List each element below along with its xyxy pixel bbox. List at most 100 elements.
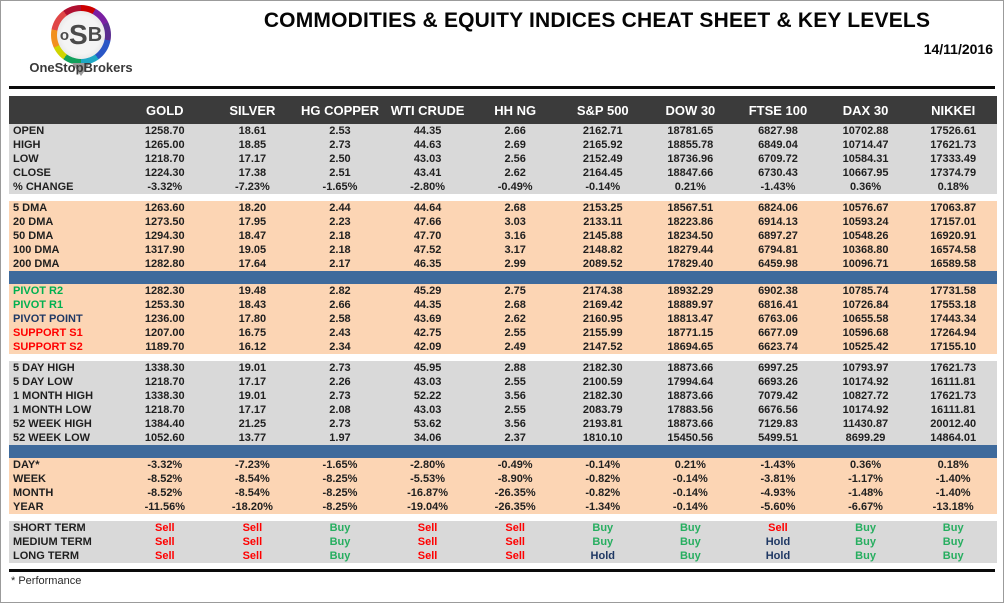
cell-hg-copper-52-week-high: 2.73	[296, 417, 384, 431]
row-label: MONTH	[9, 486, 121, 500]
row-week: WEEK -8.52% -8.54% -8.25% -5.53% -8.90% -0.82%…	[9, 472, 997, 486]
cell-dax-30-week: -1.17%	[821, 472, 910, 486]
cell-s-p-500-month: -0.82%	[558, 486, 647, 500]
cell-gold-pivot-point: 1236.00	[121, 312, 209, 326]
cell-s-p-500-20-dma: 2133.11	[558, 215, 647, 229]
cell-hh-ng-52-week-high: 3.56	[471, 417, 559, 431]
row-label: 200 DMA	[9, 257, 121, 271]
cell-wti-crude-short-term: Sell	[383, 521, 472, 535]
row-52-week-high: 52 WEEK HIGH 1384.40 21.25 2.73 53.62 3.56 219…	[9, 417, 997, 431]
cell-hh-ng-support-s2: 2.49	[471, 340, 559, 354]
cell-hh-ng-1-month-high: 3.56	[471, 389, 559, 403]
cell-hh-ng-1-month-low: 2.55	[471, 403, 559, 417]
cell-gold-low: 1218.70	[121, 152, 209, 166]
column-header-silver: SILVER	[208, 96, 297, 124]
cell-s-p-500-support-s2: 2147.52	[558, 340, 647, 354]
cell-s-p-500-1-month-high: 2182.30	[558, 389, 647, 403]
cell-gold-support-s1: 1207.00	[121, 326, 209, 340]
cell-hh-ng-20-dma: 3.03	[471, 215, 559, 229]
cell-nikkei-medium-term: Buy	[909, 535, 997, 549]
cell-dow-30-support-s2: 18694.65	[646, 340, 735, 354]
cell-hg-copper-year: -8.25%	[296, 500, 384, 514]
cell-wti-crude-52-week-high: 53.62	[383, 417, 472, 431]
performance-footnote: * Performance	[11, 575, 82, 587]
cell-s-p-500-high: 2165.92	[558, 138, 647, 152]
row-5-day-low: 5 DAY LOW 1218.70 17.17 2.26 43.03 2.55 2100.5…	[9, 375, 997, 389]
cell-hg-copper-close: 2.51	[296, 166, 384, 180]
cell-dow-30-pivot-r1: 18889.97	[646, 298, 735, 312]
logo-pin-tail-icon	[72, 63, 90, 76]
cell-wti-crude-50-dma: 47.70	[383, 229, 472, 243]
row-100-dma: 100 DMA 1317.90 19.05 2.18 47.52 3.17 2148.82 1…	[9, 243, 997, 257]
cell-ftse-100-pivot-r1: 6816.41	[734, 298, 822, 312]
cell-ftse-100-week: -3.81%	[734, 472, 822, 486]
cell-dow-30-200-dma: 17829.40	[646, 257, 735, 271]
cell-gold-1-month-high: 1338.30	[121, 389, 209, 403]
row-label: LOW	[9, 152, 121, 166]
cell-nikkei-52-week-low: 14864.01	[909, 431, 997, 445]
cell-dax-30-50-dma: 10548.26	[821, 229, 910, 243]
cell-wti-crude-low: 43.03	[383, 152, 472, 166]
cell-dow-30-year: -0.14%	[646, 500, 735, 514]
cell-dax-30-pivot-point: 10655.58	[821, 312, 910, 326]
cell-ftse-100-long-term: Hold	[734, 549, 822, 563]
cell-hh-ng-pivot-r1: 2.68	[471, 298, 559, 312]
cell-dow-30-open: 18781.65	[646, 124, 735, 138]
title-block: COMMODITIES & EQUITY INDICES CHEAT SHEET…	[199, 9, 995, 33]
cell-ftse-100-month: -4.93%	[734, 486, 822, 500]
cell-nikkei-year: -13.18%	[909, 500, 997, 514]
cell-dow-30-5-day-low: 17994.64	[646, 375, 735, 389]
cell-s-p-500-pivot-point: 2160.95	[558, 312, 647, 326]
cell-ftse-100-200-dma: 6459.98	[734, 257, 822, 271]
cell-s-p-500-open: 2162.71	[558, 124, 647, 138]
cell-gold-100-dma: 1317.90	[121, 243, 209, 257]
cell-silver-1-month-high: 19.01	[208, 389, 297, 403]
cell-ftse-100-5-day-low: 6693.26	[734, 375, 822, 389]
cell-dax-30-5-dma: 10576.67	[821, 201, 910, 215]
cell-dow-30-1-month-high: 18873.66	[646, 389, 735, 403]
cell-hh-ng-high: 2.69	[471, 138, 559, 152]
cell-nikkei-5-dma: 17063.87	[909, 201, 997, 215]
row-200-dma: 200 DMA 1282.80 17.64 2.17 46.35 2.99 2089.52 1…	[9, 257, 997, 271]
row-label: SUPPORT S2	[9, 340, 121, 354]
row-label: PIVOT R1	[9, 298, 121, 312]
cell-dow-30-pivot-point: 18813.47	[646, 312, 735, 326]
row-label: HIGH	[9, 138, 121, 152]
cell-nikkei-pivot-r1: 17553.18	[909, 298, 997, 312]
cell-wti-crude-100-dma: 47.52	[383, 243, 472, 257]
cell-nikkei-close: 17374.79	[909, 166, 997, 180]
cell-ftse-100-close: 6730.43	[734, 166, 822, 180]
cell-gold-change: -3.32%	[121, 180, 209, 194]
cell-ftse-100-1-month-high: 7079.42	[734, 389, 822, 403]
cell-nikkei-open: 17526.61	[909, 124, 997, 138]
column-header-s-p-500: S&P 500	[558, 96, 647, 124]
table-head: GOLD SILVER HG COPPER WTI CRUDE HH NG S&P 500…	[9, 96, 997, 124]
cell-ftse-100-52-week-high: 7129.83	[734, 417, 822, 431]
row-5-dma: 5 DMA 1263.60 18.20 2.44 44.64 2.68 2153.25 185…	[9, 201, 997, 215]
cell-hg-copper-100-dma: 2.18	[296, 243, 384, 257]
cell-hh-ng-change: -0.49%	[471, 180, 559, 194]
cell-wti-crude-pivot-r1: 44.35	[383, 298, 472, 312]
cell-silver-short-term: Sell	[208, 521, 297, 535]
row-label: 20 DMA	[9, 215, 121, 229]
cell-s-p-500-52-week-low: 1810.10	[558, 431, 647, 445]
cell-wti-crude-52-week-low: 34.06	[383, 431, 472, 445]
row-month: MONTH -8.52% -8.54% -8.25% -16.87% -26.35% -0.…	[9, 486, 997, 500]
cell-s-p-500-close: 2164.45	[558, 166, 647, 180]
cell-dax-30-change: 0.36%	[821, 180, 910, 194]
cell-wti-crude-1-month-high: 52.22	[383, 389, 472, 403]
cell-hg-copper-52-week-low: 1.97	[296, 431, 384, 445]
cell-dax-30-low: 10584.31	[821, 152, 910, 166]
cell-silver-50-dma: 18.47	[208, 229, 297, 243]
corner-cell	[9, 96, 121, 124]
cell-wti-crude-support-s2: 42.09	[383, 340, 472, 354]
row-label: PIVOT POINT	[9, 312, 121, 326]
cell-gold-year: -11.56%	[121, 500, 209, 514]
cell-hh-ng-short-term: Sell	[471, 521, 559, 535]
cell-s-p-500-50-dma: 2145.88	[558, 229, 647, 243]
row-label: 1 MONTH HIGH	[9, 389, 121, 403]
cell-hh-ng-100-dma: 3.17	[471, 243, 559, 257]
row-label: % CHANGE	[9, 180, 121, 194]
